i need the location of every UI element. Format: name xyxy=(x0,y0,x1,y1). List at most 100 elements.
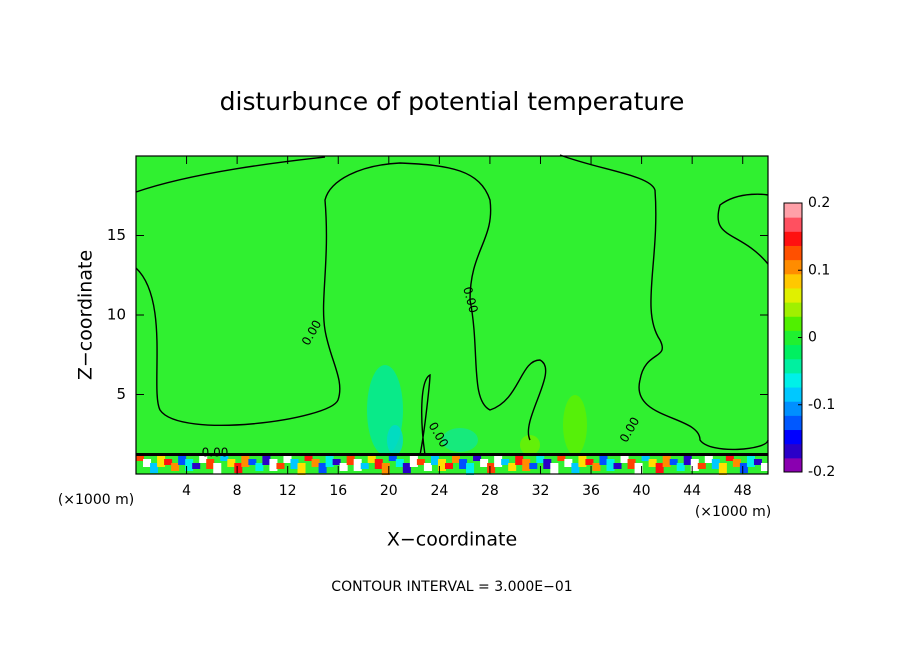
surface-cell xyxy=(367,455,376,463)
field: 0.000.000.00 0.000.00 xyxy=(135,154,769,475)
surface-cell xyxy=(725,455,734,461)
surface-cell xyxy=(353,459,362,471)
surface-cell xyxy=(416,459,425,465)
surface-cell xyxy=(192,463,201,469)
surface-cell xyxy=(571,463,580,473)
x-unit-label: (×1000 m) xyxy=(58,492,134,508)
x-tick-label: 8 xyxy=(233,483,242,499)
surface-cell xyxy=(508,463,517,471)
surface-cell xyxy=(550,463,559,475)
surface-cell xyxy=(430,455,439,465)
surface-cell xyxy=(718,463,727,475)
surface-cell xyxy=(473,455,482,461)
y-tick-label: 5 xyxy=(116,385,126,403)
surface-cell xyxy=(234,463,243,473)
colorbar-tick-label: -0.2 xyxy=(808,464,835,480)
surface-cell xyxy=(325,455,334,467)
surface-cell xyxy=(262,455,271,465)
y-tick-label: 15 xyxy=(107,226,126,244)
colorbar-band xyxy=(784,401,802,416)
surface-cell xyxy=(185,459,194,471)
surface-cell xyxy=(248,459,257,465)
x-tick-label: 16 xyxy=(329,483,347,499)
field-background xyxy=(136,156,768,474)
contour-line xyxy=(559,154,656,191)
field-patch xyxy=(387,425,403,455)
x-tick-label: 32 xyxy=(532,483,550,499)
colorbar-band xyxy=(784,344,802,360)
surface-cell xyxy=(753,459,762,465)
colorbar-band xyxy=(784,415,802,431)
surface-cell xyxy=(164,459,173,465)
x-tick-label: 44 xyxy=(683,483,701,499)
colorbar-band xyxy=(784,231,802,246)
x-tick-label: 20 xyxy=(380,483,398,499)
surface-cell xyxy=(760,463,769,471)
contour-line xyxy=(717,193,769,265)
surface-cell xyxy=(157,455,166,467)
surface-cell xyxy=(662,455,671,467)
colorbar-band xyxy=(784,287,802,303)
surface-cell xyxy=(578,455,587,467)
field-patch xyxy=(563,395,587,455)
colorbar-band xyxy=(784,443,802,459)
surface-cell xyxy=(339,463,348,471)
surface-cell xyxy=(332,459,341,465)
colorbar-tick-label: 0.2 xyxy=(808,195,830,211)
surface-cell xyxy=(360,463,369,469)
surface-cell xyxy=(423,463,432,471)
surface-cell xyxy=(592,463,601,471)
surface-cell xyxy=(395,459,404,467)
colorbar-tick-label: 0.1 xyxy=(808,262,830,278)
surface-cell xyxy=(522,459,531,471)
colorbar-band xyxy=(784,429,802,445)
surface-cell xyxy=(178,455,187,465)
surface-cell xyxy=(150,463,159,473)
x-unit-label: (×1000 m) xyxy=(695,504,771,520)
surface-cell xyxy=(437,459,446,471)
surface-cell xyxy=(648,459,657,467)
surface-cell xyxy=(346,455,355,465)
surface-cell xyxy=(599,455,608,465)
colorbar-band xyxy=(784,316,802,331)
surface-cell xyxy=(606,459,615,471)
surface-cell xyxy=(466,463,475,475)
surface-cell xyxy=(304,455,313,461)
x-tick-label: 48 xyxy=(734,483,752,499)
surface-cell xyxy=(388,455,397,461)
surface-cell xyxy=(690,459,699,471)
surface-cell xyxy=(213,463,222,475)
surface-cell xyxy=(746,455,755,467)
surface-cell xyxy=(452,455,461,463)
surface-line xyxy=(136,453,768,456)
surface-cell xyxy=(444,463,453,469)
field-patch xyxy=(442,428,478,452)
contour-line xyxy=(638,189,769,451)
colorbar-band xyxy=(784,245,802,261)
surface-cell xyxy=(669,459,678,465)
surface-cell xyxy=(171,463,180,471)
surface-cell xyxy=(529,463,538,469)
surface-cell xyxy=(227,459,236,467)
x-tick-label: 36 xyxy=(582,483,600,499)
colorbar-tick-label: -0.1 xyxy=(808,397,835,413)
surface-cell xyxy=(739,463,748,473)
surface-cell xyxy=(374,459,383,469)
colorbar-band xyxy=(784,273,802,289)
surface-cell xyxy=(704,455,713,463)
surface-cell xyxy=(557,455,566,461)
footer-note: CONTOUR INTERVAL = 3.000E−01 xyxy=(331,579,572,595)
surface-cell xyxy=(409,455,418,467)
contour-line xyxy=(419,373,431,456)
surface-cell xyxy=(381,463,390,475)
surface-cell xyxy=(613,463,622,469)
surface-cell xyxy=(732,459,741,467)
surface-cell xyxy=(297,463,306,475)
colorbar-band xyxy=(784,203,802,218)
surface-cell xyxy=(641,455,650,461)
surface-cell xyxy=(459,459,468,469)
surface-cell xyxy=(136,455,145,461)
surface-cell xyxy=(480,459,489,467)
surface-cell xyxy=(318,463,327,473)
